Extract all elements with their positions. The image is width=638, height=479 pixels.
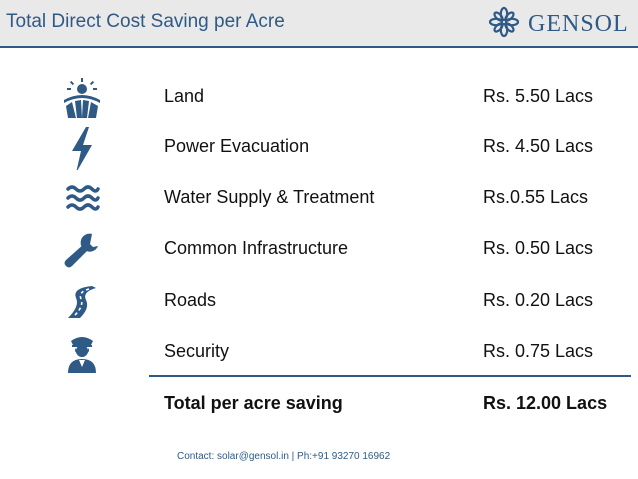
item-label: Land [164,86,205,106]
cost-row-power-evacuation: Power Evacuation Rs. 4.50 Lacs [0,126,638,170]
water-waves-icon [66,185,100,211]
gensol-logo-mark-icon [488,6,520,38]
total-label: Total per acre saving [164,393,343,413]
security-guard-icon [68,337,96,373]
lightning-bolt-icon [72,127,92,170]
item-label: Roads [164,290,217,310]
page-title: Total Direct Cost Saving per Acre [6,11,285,32]
gensol-logo: GENSOL [488,6,633,40]
item-value: Rs. 0.20 Lacs [483,290,594,310]
road-icon [68,286,96,318]
header-bar: Total Direct Cost Saving per Acre GENSOL [0,0,638,48]
item-label: Power Evacuation [164,136,310,156]
item-label: Water Supply & Treatment [164,187,375,207]
item-label: Security [164,341,230,361]
item-value: Rs. 0.75 Lacs [483,341,594,361]
wrench-icon [64,233,98,268]
logo-text: GENSOL [528,11,629,37]
cost-row-common-infrastructure: Common Infrastructure Rs. 0.50 Lacs [0,228,638,268]
cost-row-water-supply: Water Supply & Treatment Rs.0.55 Lacs [0,177,638,217]
cost-row-security: Security Rs. 0.75 Lacs [0,331,638,373]
total-value: Rs. 12.00 Lacs [483,393,608,413]
item-value: Rs. 0.50 Lacs [483,238,594,258]
item-value: Rs. 5.50 Lacs [483,86,594,106]
footer-contact: Contact: solar@gensol.in | Ph:+91 93270 … [177,451,391,462]
total-row: Total per acre saving Rs. 12.00 Lacs [0,383,638,423]
total-divider [149,375,631,377]
land-sun-field-icon [64,78,100,118]
item-value: Rs. 4.50 Lacs [483,136,594,156]
cost-row-roads: Roads Rs. 0.20 Lacs [0,280,638,320]
cost-row-land: Land Rs. 5.50 Lacs [0,76,638,118]
item-label: Common Infrastructure [164,238,349,258]
item-value: Rs.0.55 Lacs [483,187,589,207]
